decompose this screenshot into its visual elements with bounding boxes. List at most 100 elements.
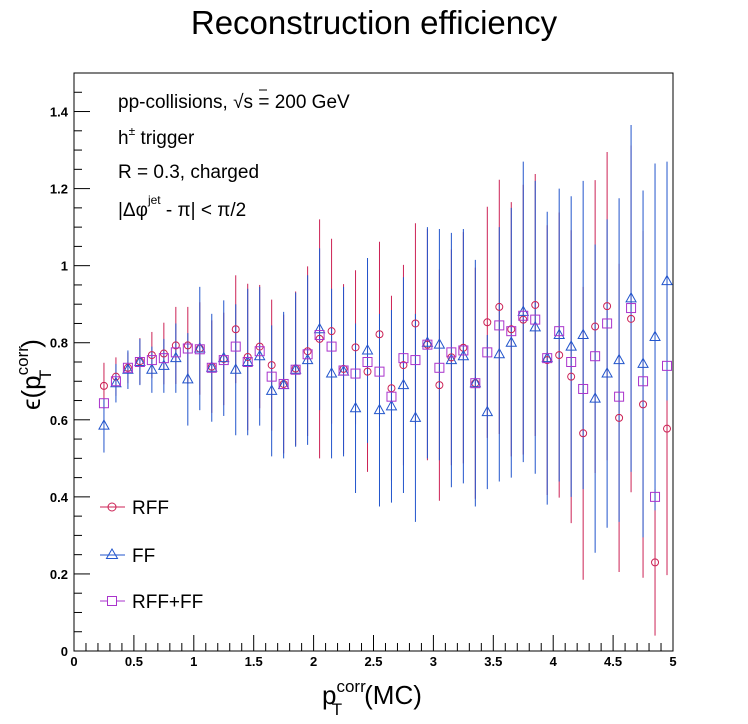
legend-label-ff: FF (132, 546, 155, 567)
point-rff (375, 330, 384, 339)
point-rff-ff (314, 330, 325, 341)
point-ff (217, 351, 230, 363)
x-tick-label: 2 (310, 654, 317, 669)
point-rff-ff (266, 371, 277, 382)
point-ff (385, 399, 398, 411)
y-tick-label: 1.2 (50, 182, 68, 197)
point-ff (122, 363, 134, 374)
legend-marker-ff (105, 548, 119, 559)
point-rff-ff (602, 318, 613, 329)
point-rff-ff (518, 310, 529, 321)
x-tick-label: 1 (190, 654, 197, 669)
point-rff (327, 327, 336, 336)
point-rff-ff (566, 357, 577, 367)
point-ff (601, 367, 613, 378)
point-ff (637, 357, 649, 368)
legend-marker-rff-ff (107, 596, 117, 606)
point-rff (531, 300, 540, 309)
point-rff-ff (626, 303, 637, 314)
point-rff (543, 356, 552, 365)
point-rff-ff (206, 362, 217, 373)
point-rff-ff (326, 341, 337, 352)
x-tick-label: 1.5 (245, 654, 263, 669)
point-ff (134, 355, 146, 366)
x-tick-label: 2.5 (364, 654, 382, 669)
point-rff-ff (182, 343, 193, 354)
y-tick-label: 0.6 (50, 413, 68, 428)
point-ff (529, 320, 542, 332)
y-tick-label: 0.8 (50, 336, 68, 351)
point-rff-ff (170, 347, 181, 358)
point-rff-ff (374, 366, 385, 377)
point-rff (615, 413, 624, 422)
point-ff (313, 322, 326, 334)
point-rff-ff (278, 378, 289, 389)
point-rff-ff (98, 398, 109, 409)
point-ff (613, 353, 625, 365)
point-rff (363, 367, 372, 376)
point-rff (171, 341, 180, 350)
point-ff (649, 330, 661, 341)
point-rff (399, 361, 408, 370)
point-rff (519, 315, 528, 324)
point-rff (555, 351, 564, 360)
point-rff-ff (554, 326, 565, 337)
point-ff (349, 401, 362, 413)
point-rff (507, 325, 516, 334)
point-rff (267, 361, 276, 370)
point-rff-ff (590, 351, 601, 362)
point-ff (469, 376, 482, 388)
annotation-collisions: pp-collisions, √s = 200 GeV (118, 92, 350, 113)
x-tick-labels: 0 0.5 1 1.5 2 2.5 3 3.5 4 4.5 5 (70, 654, 676, 669)
x-tick-label: 5 (669, 654, 676, 669)
point-rff-ff (650, 491, 661, 502)
point-rff-ff (542, 353, 553, 364)
point-ff (289, 363, 302, 374)
point-ff (565, 340, 578, 351)
y-tick-label: 0.4 (50, 490, 69, 505)
point-ff (98, 419, 110, 430)
point-ff (193, 341, 206, 353)
y-tick-label: 1.4 (50, 105, 69, 120)
point-rff-ff (638, 376, 649, 387)
point-rff-ff (350, 368, 361, 379)
point-rff (231, 325, 240, 334)
markers-rff (99, 300, 672, 567)
point-ff (445, 353, 458, 365)
point-ff (373, 403, 386, 415)
legend-marker-rff (107, 502, 117, 512)
point-rff-ff (386, 391, 397, 402)
point-rff-ff (446, 347, 457, 358)
point-rff (183, 341, 192, 350)
point-rff-ff (614, 391, 625, 402)
point-rff (603, 302, 612, 311)
point-ff (625, 291, 637, 303)
x-tick-label: 4 (550, 654, 558, 669)
legend-label-rff: RFF (132, 498, 169, 519)
point-rff (315, 334, 324, 343)
point-ff (553, 328, 566, 340)
point-rff (591, 322, 600, 331)
point-ff (361, 343, 374, 355)
point-ff (325, 367, 338, 378)
point-rff-ff (662, 360, 673, 371)
point-rff-ff (302, 349, 313, 360)
markers-ff (98, 274, 673, 430)
point-ff (110, 376, 122, 388)
point-rff-ff (194, 344, 205, 355)
point-rff (483, 318, 492, 327)
point-rff-ff (242, 357, 253, 367)
point-rff (351, 343, 360, 352)
point-rff-ff (530, 314, 541, 325)
point-ff (541, 351, 554, 363)
point-ff (589, 392, 601, 403)
point-ff (241, 355, 254, 366)
axis-ticks (73, 72, 674, 652)
point-rff-ff (146, 355, 157, 366)
point-rff (663, 424, 672, 433)
chart-title: Reconstruction efficiency (191, 4, 558, 41)
point-ff (205, 361, 218, 372)
point-rff-ff (458, 345, 469, 356)
legend-entry-rff: RFF (100, 498, 169, 519)
point-rff (243, 352, 252, 361)
